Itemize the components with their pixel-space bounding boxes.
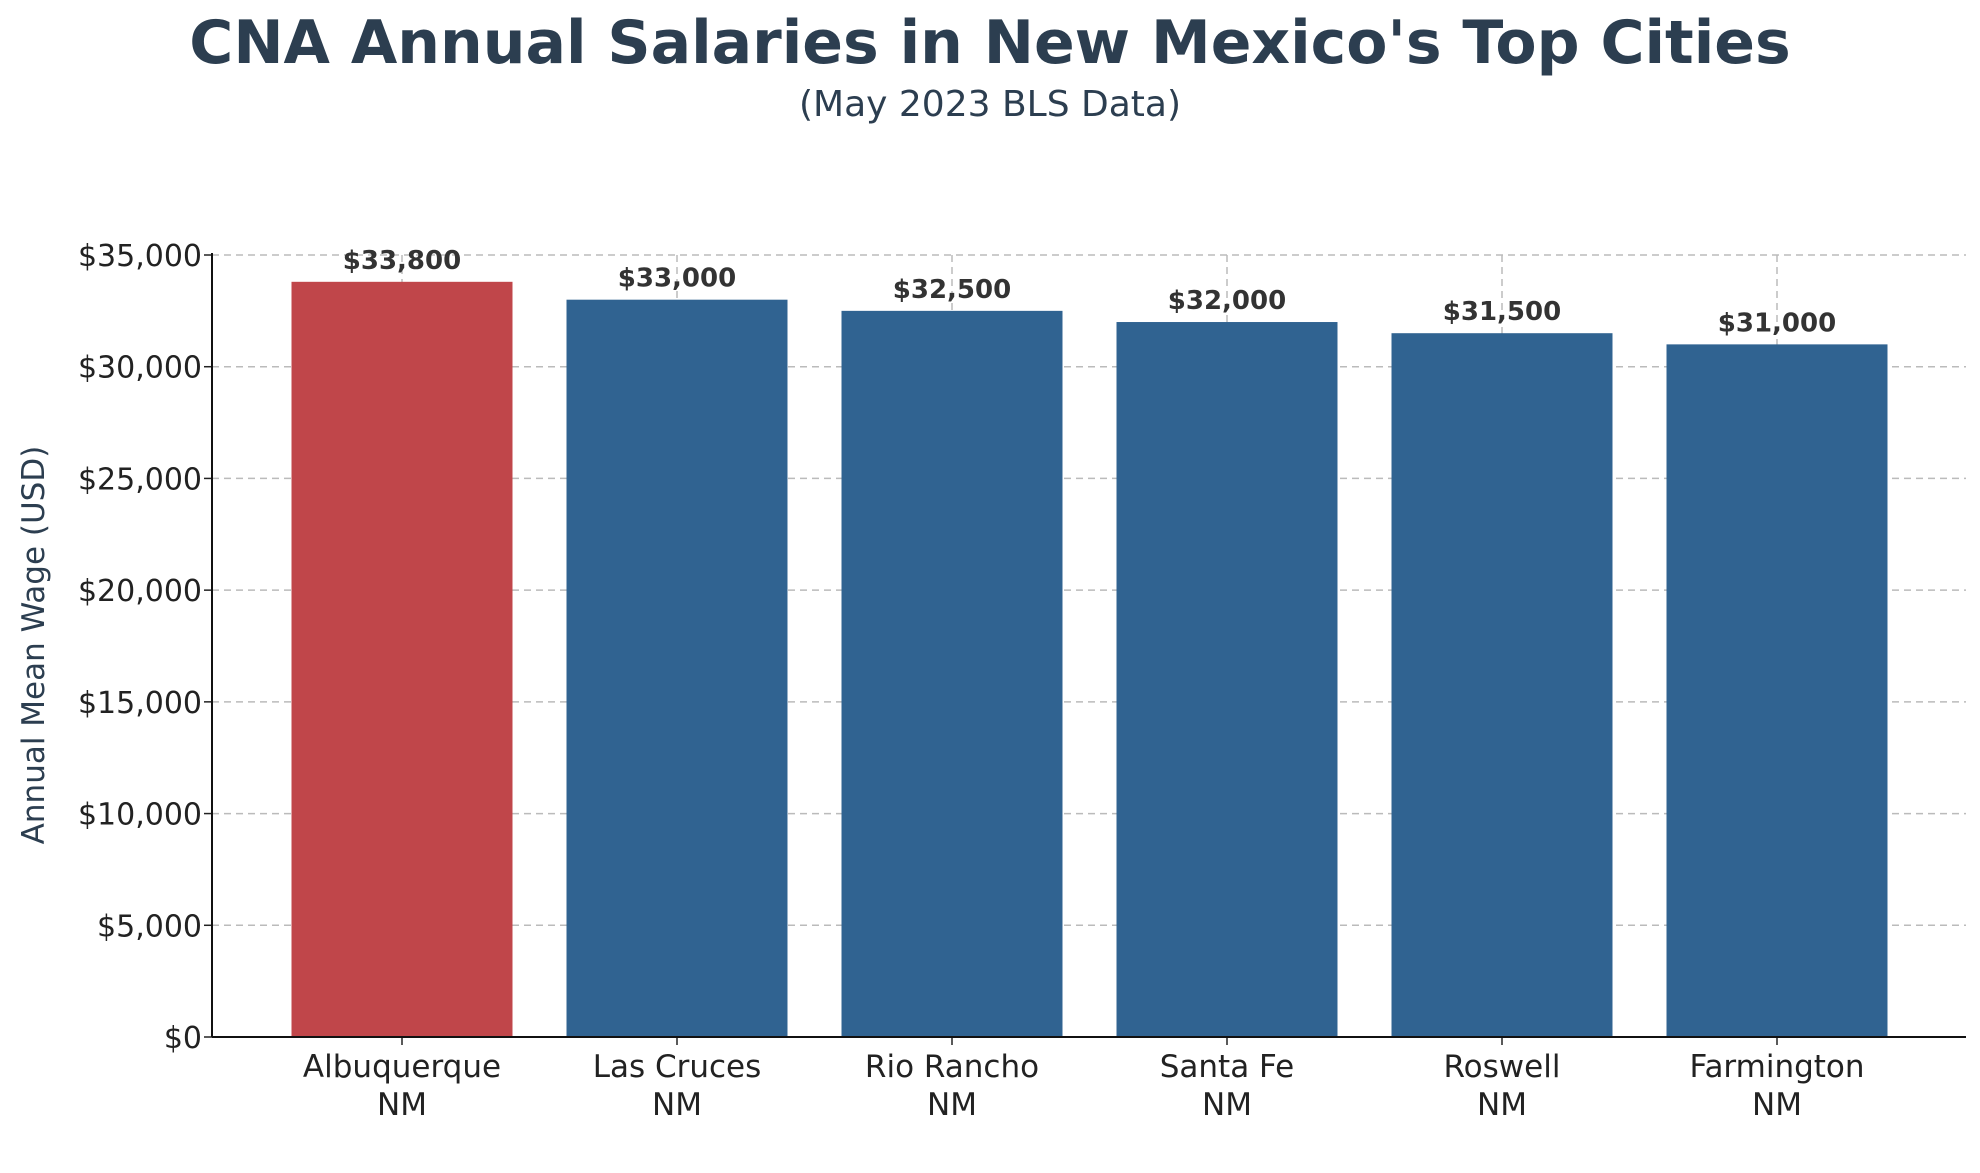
y-axis-label: Annual Mean Wage (USD): [16, 446, 52, 845]
x-tick-label-state: NM: [1752, 1087, 1802, 1123]
y-tick-label: $20,000: [78, 574, 202, 609]
axes: [204, 253, 1966, 1045]
y-tick-label: $10,000: [78, 798, 202, 833]
bar-santa-fe: [1116, 322, 1338, 1037]
y-tick-label: $0: [164, 1021, 202, 1056]
x-tick-label: Rio Rancho: [865, 1049, 1039, 1085]
data-label: $33,000: [618, 264, 736, 294]
x-tick-label: Las Cruces: [593, 1049, 762, 1085]
y-tick-label: $15,000: [78, 686, 202, 721]
data-label: $31,500: [1443, 297, 1561, 327]
x-tick-label-state: NM: [927, 1087, 977, 1123]
bar-roswell: [1391, 333, 1613, 1037]
x-tick-label: Santa Fe: [1160, 1049, 1295, 1085]
chart-title: CNA Annual Salaries in New Mexico's Top …: [189, 8, 1791, 78]
x-tick-label: Roswell: [1444, 1049, 1561, 1085]
chart-subtitle: (May 2023 BLS Data): [798, 84, 1182, 125]
bar-rio-rancho: [841, 310, 1063, 1037]
x-tick-label-state: NM: [1202, 1087, 1252, 1123]
labels: $0 $5,000 $10,000 $15,000 $20,000 $25,000 $30,…: [78, 239, 1865, 1123]
data-label: $33,800: [343, 246, 461, 276]
bar-farmington: [1666, 344, 1888, 1037]
x-tick-label-state: NM: [377, 1087, 427, 1123]
y-tick-label: $30,000: [78, 351, 202, 386]
data-label: $32,500: [893, 275, 1011, 305]
x-tick-label-state: NM: [1477, 1087, 1527, 1123]
data-label: $32,000: [1168, 286, 1286, 316]
bar-las-cruces: [566, 299, 788, 1038]
bars: [291, 281, 1888, 1038]
data-label: $31,000: [1718, 308, 1836, 338]
y-tick-label: $5,000: [97, 909, 202, 944]
x-tick-label: Albuquerque: [303, 1049, 501, 1085]
x-tick-label-state: NM: [652, 1087, 702, 1123]
x-tick-label: Farmington: [1689, 1049, 1864, 1085]
y-tick-label: $35,000: [78, 239, 202, 274]
bar-albuquerque: [291, 281, 513, 1038]
y-tick-label: $25,000: [78, 462, 202, 497]
